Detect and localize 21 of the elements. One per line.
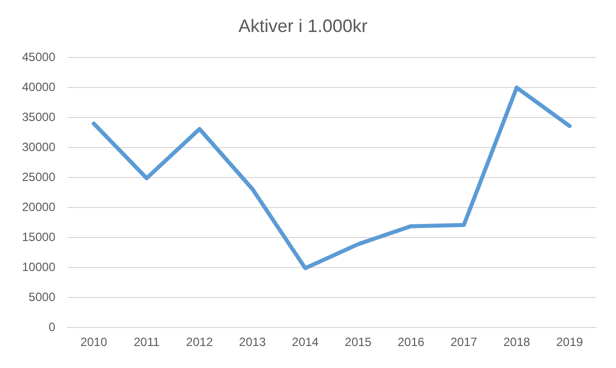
y-tick-label: 10000 <box>22 260 56 274</box>
x-tick-label: 2015 <box>344 335 372 350</box>
y-tick-label: 45000 <box>22 50 56 64</box>
x-tick-label: 2017 <box>450 335 478 350</box>
x-tick-label: 2013 <box>239 335 266 350</box>
y-tick-label: 40000 <box>22 80 56 94</box>
y-tick-label: 35000 <box>22 110 56 124</box>
x-tick-label: 2019 <box>556 335 584 350</box>
y-tick-label: 0 <box>48 320 56 334</box>
chart-title: Aktiver i 1.000kr <box>238 16 368 36</box>
y-tick-label: 25000 <box>22 170 56 184</box>
y-tick-label: 20000 <box>22 200 56 214</box>
y-tick-label: 30000 <box>22 140 56 154</box>
x-tick-label: 2012 <box>186 335 214 350</box>
y-tick-label: 5000 <box>28 290 56 304</box>
x-tick-label: 2014 <box>292 335 319 350</box>
x-tick-label: 2010 <box>80 335 108 350</box>
x-tick-label: 2016 <box>398 335 425 350</box>
x-tick-label: 2011 <box>134 335 160 350</box>
x-tick-label: 2018 <box>503 335 530 350</box>
y-tick-label: 15000 <box>22 230 56 244</box>
